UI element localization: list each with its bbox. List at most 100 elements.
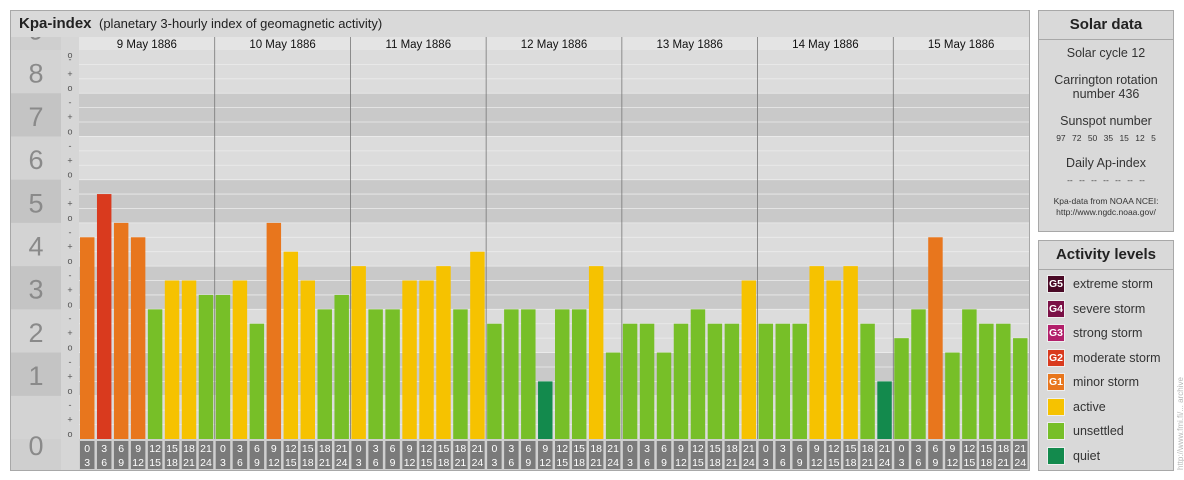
interval-cell (436, 441, 451, 469)
day-label: 10 May 1886 (249, 39, 316, 51)
activity-level-extreme-storm: G5 extreme storm (1047, 274, 1153, 294)
interval-end: 15 (556, 457, 568, 469)
interval-cell (605, 441, 621, 469)
interval-cell (249, 441, 265, 469)
interval-cell (741, 441, 757, 469)
kpa-bar (181, 280, 197, 439)
interval-end: 24 (336, 457, 348, 469)
kpa-bar (877, 381, 892, 439)
band (79, 136, 1029, 180)
y-band (11, 136, 61, 180)
interval-end: 12 (811, 457, 823, 469)
level-swatch: G1 (1047, 373, 1065, 391)
ap-index-label: Daily Ap-index (1066, 156, 1146, 170)
interval-cell (690, 441, 706, 469)
level-label: strong storm (1073, 326, 1143, 340)
interval-start: 6 (797, 443, 803, 455)
sub-tick-label: o (67, 170, 72, 180)
interval-cell (232, 441, 248, 469)
sub-tick-label: o (67, 299, 72, 309)
sub-tick-label: + (67, 415, 72, 425)
interval-cell (504, 441, 519, 469)
interval-start: 18 (183, 443, 195, 455)
interval-end: 21 (590, 457, 602, 469)
sub-tick-label: + (67, 371, 72, 381)
level-swatch: G4 (1047, 299, 1065, 318)
y-tick-label: 4 (28, 232, 43, 262)
kpa-bar (266, 222, 282, 439)
interval-end: 9 (797, 457, 803, 469)
kpa-bar (215, 294, 231, 439)
kpa-bar (673, 323, 689, 439)
kpa-bar (843, 266, 858, 439)
kpa-bar (368, 309, 383, 439)
interval-start: 18 (319, 443, 331, 455)
interval-start: 0 (84, 443, 90, 455)
interval-cell (198, 441, 214, 469)
level-swatch (1047, 422, 1065, 440)
interval-cell (962, 441, 977, 469)
interval-end: 18 (438, 457, 450, 469)
sub-tick-label: + (67, 112, 72, 122)
interval-end: 21 (183, 457, 195, 469)
kpa-bar (385, 309, 400, 439)
chart-title: Kpa-index (19, 15, 92, 32)
interval-cell (724, 441, 740, 469)
interval-start: 12 (556, 443, 568, 455)
kpa-bar (80, 237, 95, 439)
sub-tick-label: o (67, 343, 72, 353)
interval-end: 24 (879, 457, 891, 469)
interval-start: 21 (200, 443, 212, 455)
interval-cell (351, 441, 366, 469)
interval-end: 9 (118, 457, 124, 469)
interval-start: 9 (814, 443, 820, 455)
interval-end: 21 (726, 457, 738, 469)
sub-tick-label: - (69, 141, 72, 151)
interval-start: 9 (135, 443, 141, 455)
interval-start: 12 (692, 443, 704, 455)
interval-cell (826, 441, 841, 469)
sub-tick-label: + (67, 328, 72, 338)
kpa-bar (113, 222, 129, 439)
interval-end: 9 (661, 457, 667, 469)
interval-start: 15 (573, 443, 585, 455)
interval-end: 15 (964, 457, 976, 469)
interval-start: 12 (964, 443, 976, 455)
interval-end: 24 (1014, 457, 1026, 469)
kpa-bar (419, 280, 434, 439)
interval-start: 18 (455, 443, 467, 455)
kpa-bar (656, 352, 672, 439)
interval-cell (453, 441, 468, 469)
day-label: 12 May 1886 (521, 39, 588, 51)
kpa-bar (504, 309, 519, 439)
sub-tick-label: o (67, 50, 72, 60)
interval-start: 0 (627, 443, 633, 455)
kpa-bar (198, 294, 214, 439)
interval-start: 15 (438, 443, 450, 455)
kpa-bar (962, 309, 977, 439)
interval-cell (928, 441, 943, 469)
interval-cell (181, 441, 197, 469)
interval-cell (555, 441, 570, 469)
activity-level-quiet: quiet (1047, 446, 1100, 466)
level-swatch: G3 (1047, 324, 1065, 342)
interval-cell (266, 441, 282, 469)
interval-start: 0 (763, 443, 769, 455)
source-line-1: Kpa-data from NOAA NCEI: (1053, 196, 1159, 206)
interval-cell (487, 441, 502, 469)
y-tick-label: 0 (28, 431, 43, 461)
interval-cell (571, 441, 587, 469)
interval-start: 3 (237, 443, 243, 455)
kpa-bar (232, 280, 248, 439)
interval-end: 21 (862, 457, 874, 469)
interval-end: 18 (166, 457, 178, 469)
interval-end: 12 (947, 457, 959, 469)
kpa-bar (605, 352, 621, 439)
sub-tick-label: o (67, 213, 72, 223)
interval-cell (402, 441, 417, 469)
interval-start: 3 (780, 443, 786, 455)
y-band (11, 179, 61, 223)
source-link[interactable]: http://www.ngdc.noaa.gov/ (1056, 207, 1156, 217)
interval-cell (979, 441, 994, 469)
interval-start: 6 (390, 443, 396, 455)
